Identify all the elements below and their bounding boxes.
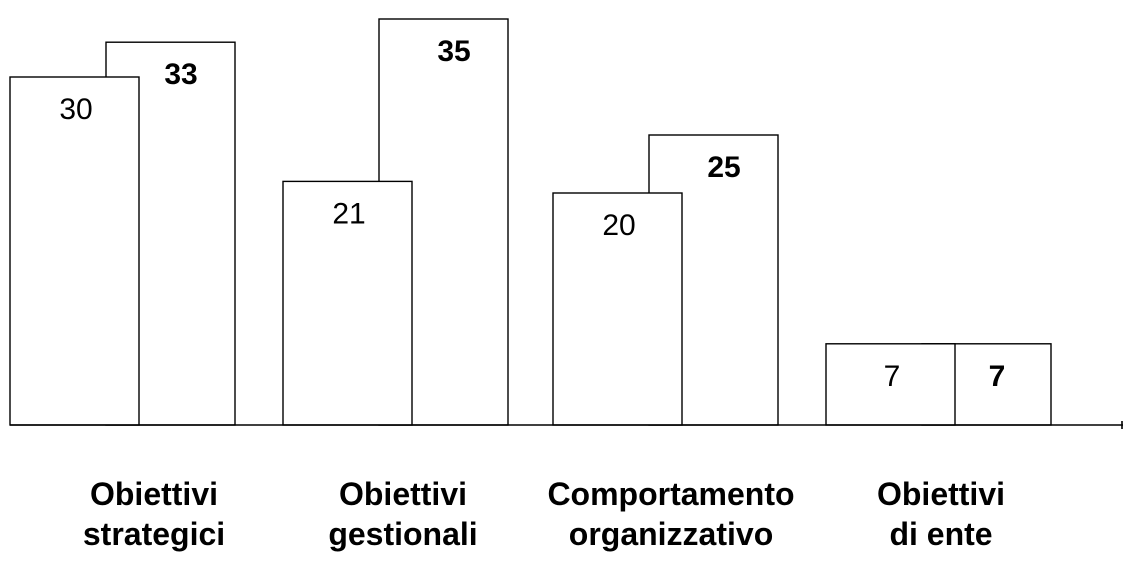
value-label-s2-c3: 25 [707,151,740,184]
value-labels-layer: 30 21 20 7 33 35 25 7 [59,35,1005,393]
value-label-s2-c2: 35 [437,35,470,68]
bar-s1-c2 [282,180,413,426]
category-labels-layer: Obiettivi strategici Obiettivi gestionali Co… [83,476,1005,552]
value-label-s1-c3: 20 [602,209,635,242]
category-label-c1-line1: Obiettivi [90,476,218,512]
category-label-c4-line1: Obiettivi [877,476,1005,512]
category-label-c3-line1: Comportamento [547,476,794,512]
value-label-s2-c4: 7 [989,360,1006,393]
category-label-c3-line2: organizzativo [569,516,773,552]
value-label-s2-c1: 33 [164,58,197,91]
value-label-s1-c1: 30 [59,93,92,126]
value-label-s1-c4: 7 [884,360,901,393]
bar-s1-c1 [9,76,140,426]
category-label-c2-line2: gestionali [328,516,477,552]
category-label-c4-line2: di ente [889,516,992,552]
category-label-c2-line1: Obiettivi [339,476,467,512]
bars-layer [9,18,1052,426]
category-label-c1-line2: strategici [83,516,225,552]
value-label-s1-c2: 21 [332,197,365,230]
bar-s1-c4 [825,343,956,426]
